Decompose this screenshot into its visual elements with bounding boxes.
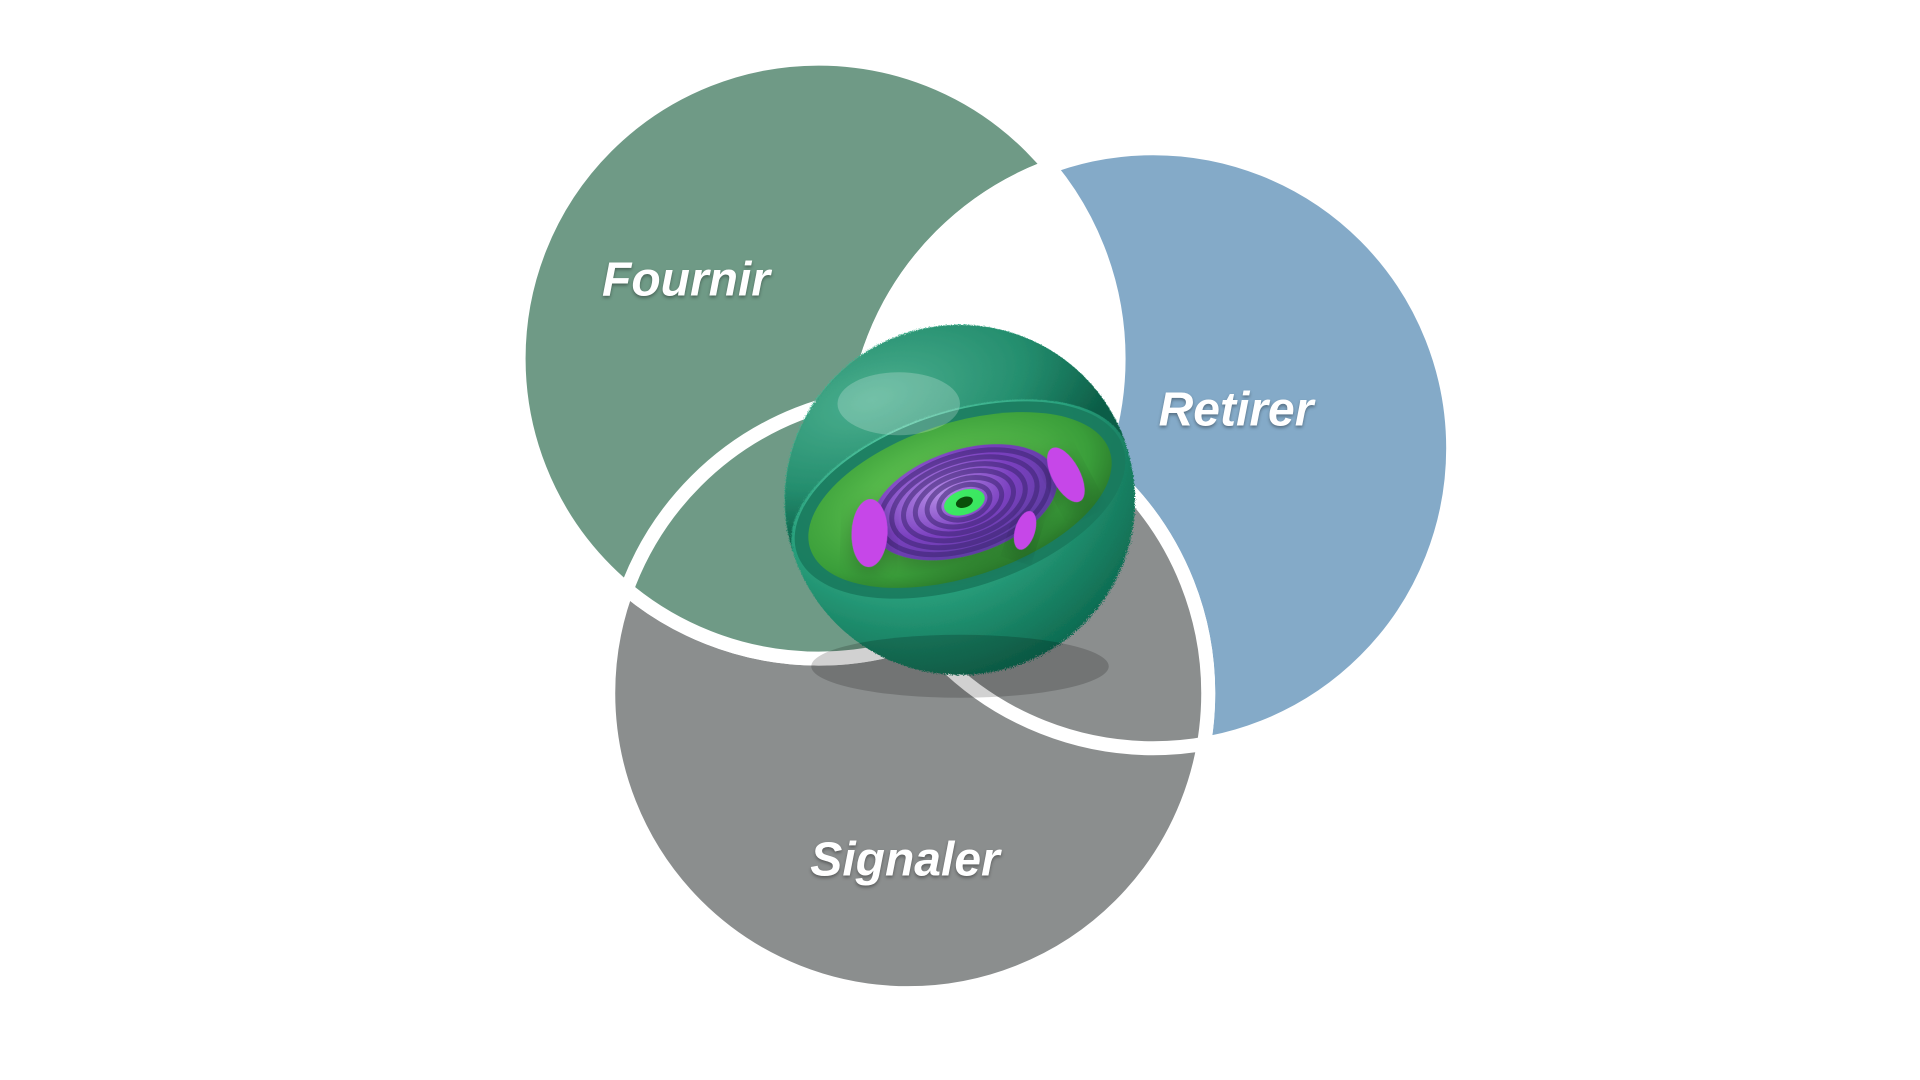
venn-svg [0,0,1920,1080]
lobe-label-signaler: Signaler [810,833,999,888]
diagram-stage: Fournir Retirer Signaler [0,0,1920,1080]
lobe-label-retirer: Retirer [1159,383,1314,438]
lobe-label-fournir: Fournir [602,253,770,308]
